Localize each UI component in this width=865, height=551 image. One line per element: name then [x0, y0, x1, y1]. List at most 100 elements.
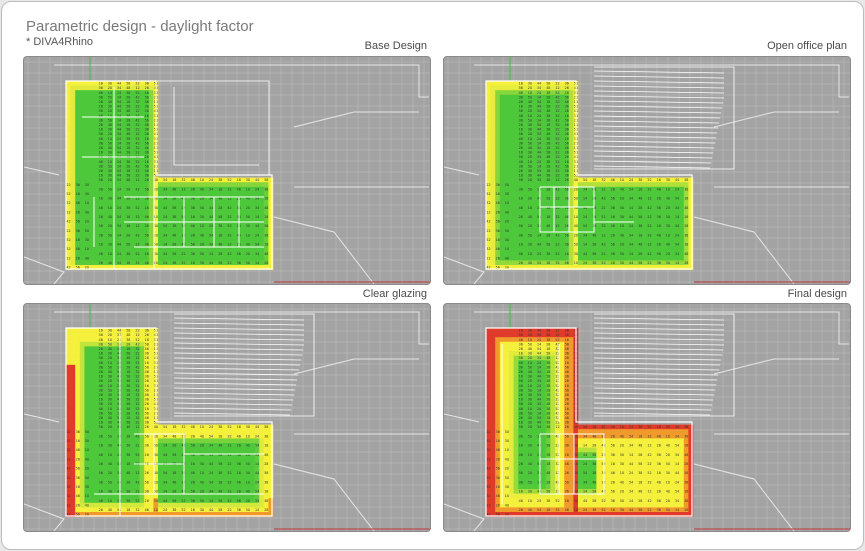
svg-text:46: 46	[145, 261, 149, 265]
svg-text:10: 10	[200, 178, 204, 182]
svg-text:12: 12	[135, 86, 139, 90]
svg-text:10: 10	[528, 137, 532, 141]
svg-text:16: 16	[519, 151, 523, 155]
svg-text:56: 56	[565, 141, 569, 145]
svg-text:56: 56	[611, 243, 615, 247]
svg-text:50: 50	[666, 215, 670, 219]
svg-text:30: 30	[108, 243, 112, 247]
svg-text:52: 52	[135, 338, 139, 342]
svg-text:44: 44	[537, 105, 541, 109]
svg-text:16: 16	[496, 238, 500, 242]
svg-text:44: 44	[163, 252, 167, 256]
panel-label-open-office-plan: Open office plan	[767, 40, 847, 52]
svg-text:12: 12	[135, 109, 139, 113]
viewport-open-office-plan[interactable]: 16 30 44 58 22 36 50 56 20 34 48 12 26 40 46 10 24 38 52 16…	[443, 56, 851, 285]
svg-text:42: 42	[601, 243, 605, 247]
svg-text:26: 26	[99, 215, 103, 219]
svg-text:22: 22	[135, 197, 139, 201]
svg-text:10: 10	[528, 252, 532, 256]
svg-text:44: 44	[537, 82, 541, 86]
svg-text:50: 50	[108, 141, 112, 145]
svg-text:32: 32	[135, 100, 139, 104]
svg-text:36: 36	[657, 215, 661, 219]
svg-text:50: 50	[574, 197, 578, 201]
svg-text:38: 38	[264, 233, 268, 237]
svg-text:14: 14	[255, 261, 259, 265]
svg-text:10: 10	[108, 361, 112, 365]
viewport-final-design[interactable]: 16 30 44 58 22 36 50 56 20 34 48 12 26 40 46 10 24 38 52 16…	[443, 303, 851, 532]
svg-text:10: 10	[528, 160, 532, 164]
svg-text:52: 52	[555, 137, 559, 141]
svg-text:28: 28	[172, 243, 176, 247]
viewport-clear-glazing[interactable]: 16 30 44 58 22 36 50 56 20 34 48 12 26 40 46 10 24 38 52 16…	[23, 303, 431, 532]
svg-text:28: 28	[546, 141, 550, 145]
daylight-plot-base-design: 16 30 44 58 22 36 50 56 20 34 48 12 26 40 46 10 24 38 52 16…	[24, 57, 430, 284]
svg-text:36: 36	[657, 261, 661, 265]
svg-text:40: 40	[200, 187, 204, 191]
svg-text:28: 28	[546, 95, 550, 99]
svg-text:48: 48	[172, 187, 176, 191]
svg-text:58: 58	[126, 197, 130, 201]
svg-text:34: 34	[117, 224, 121, 228]
svg-text:34: 34	[537, 178, 541, 182]
svg-text:52: 52	[555, 252, 559, 256]
svg-text:32: 32	[135, 215, 139, 219]
svg-text:26: 26	[145, 109, 149, 113]
svg-text:54: 54	[537, 123, 541, 127]
svg-text:30: 30	[154, 206, 158, 210]
svg-text:56: 56	[519, 178, 523, 182]
svg-text:56: 56	[237, 252, 241, 256]
svg-text:22: 22	[486, 229, 490, 233]
svg-text:52: 52	[135, 252, 139, 256]
svg-text:16: 16	[565, 91, 569, 95]
svg-text:34: 34	[163, 187, 167, 191]
svg-text:16: 16	[191, 261, 195, 265]
svg-text:14: 14	[583, 243, 587, 247]
svg-text:56: 56	[496, 266, 500, 270]
svg-text:14: 14	[117, 164, 121, 168]
viewport-base-design[interactable]: 16 30 44 58 22 36 50 56 20 34 48 12 26 40 46 10 24 38 52 16…	[23, 56, 431, 285]
svg-text:30: 30	[620, 215, 624, 219]
svg-text:36: 36	[145, 329, 149, 333]
svg-text:16: 16	[519, 105, 523, 109]
svg-text:48: 48	[172, 233, 176, 237]
svg-text:54: 54	[117, 347, 121, 351]
svg-text:48: 48	[546, 178, 550, 182]
svg-text:50: 50	[85, 183, 89, 187]
svg-text:42: 42	[555, 118, 559, 122]
svg-text:52: 52	[555, 206, 559, 210]
svg-text:54: 54	[163, 178, 167, 182]
svg-text:26: 26	[145, 178, 149, 182]
svg-text:52: 52	[135, 206, 139, 210]
svg-text:34: 34	[117, 178, 121, 182]
svg-text:36: 36	[99, 164, 103, 168]
svg-text:34: 34	[675, 252, 679, 256]
svg-text:12: 12	[647, 197, 651, 201]
svg-text:46: 46	[519, 252, 523, 256]
svg-text:52: 52	[647, 224, 651, 228]
svg-text:22: 22	[647, 215, 651, 219]
svg-text:20: 20	[528, 224, 532, 228]
svg-text:44: 44	[537, 151, 541, 155]
svg-text:38: 38	[172, 215, 176, 219]
svg-text:16: 16	[519, 243, 523, 247]
svg-text:58: 58	[126, 243, 130, 247]
svg-text:42: 42	[555, 141, 559, 145]
svg-text:38: 38	[546, 206, 550, 210]
svg-text:12: 12	[555, 224, 559, 228]
svg-text:58: 58	[172, 252, 176, 256]
svg-text:26: 26	[565, 86, 569, 90]
svg-text:50: 50	[528, 164, 532, 168]
svg-text:34: 34	[117, 356, 121, 360]
svg-text:16: 16	[99, 197, 103, 201]
svg-text:22: 22	[66, 183, 70, 187]
svg-text:44: 44	[255, 178, 259, 182]
svg-text:16: 16	[657, 178, 661, 182]
svg-text:58: 58	[126, 151, 130, 155]
svg-text:10: 10	[666, 187, 670, 191]
svg-text:24: 24	[117, 338, 121, 342]
svg-text:20: 20	[528, 155, 532, 159]
svg-text:56: 56	[657, 206, 661, 210]
svg-text:10: 10	[574, 215, 578, 219]
